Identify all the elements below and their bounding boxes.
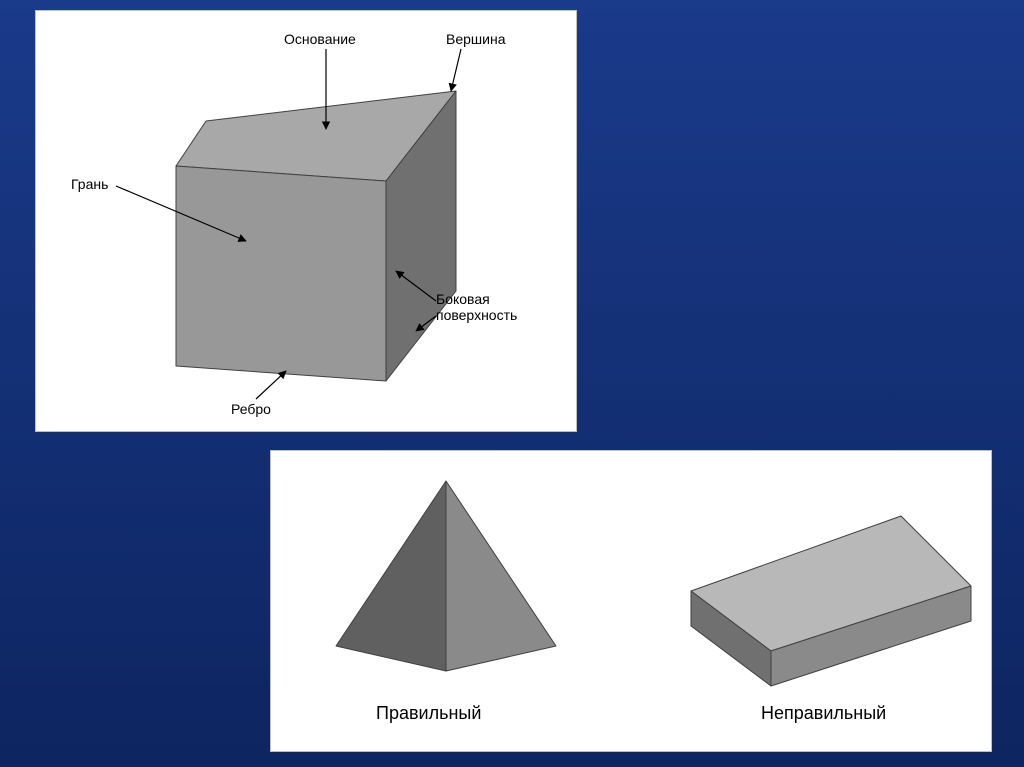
label-vertex: Вершина xyxy=(446,31,505,47)
label-lateral: Боковая поверхность xyxy=(436,291,517,323)
label-face: Грань xyxy=(71,176,108,192)
panel-prism-labeled: Основание Вершина Грань Боковая поверхно… xyxy=(35,10,577,432)
label-base: Основание xyxy=(284,31,356,47)
slide: Основание Вершина Грань Боковая поверхно… xyxy=(0,0,1024,767)
caption-irregular: Неправильный xyxy=(761,703,886,724)
prism-diagram xyxy=(36,11,576,431)
label-edge: Ребро xyxy=(231,401,271,417)
panel-regular-irregular: Правильный Неправильный xyxy=(270,450,992,752)
caption-regular: Правильный xyxy=(376,703,481,724)
